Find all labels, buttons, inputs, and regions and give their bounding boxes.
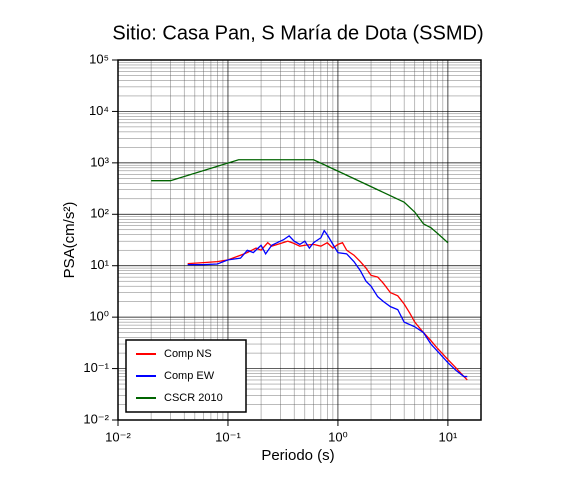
legend-label: Comp NS [164,348,212,360]
chart-title: Sitio: Casa Pan, S María de Dota (SSMD) [112,22,483,44]
y-tick-label: 10⁰ [89,309,109,324]
y-tick-label: 10⁻² [83,411,109,426]
x-tick-label: 10⁰ [328,429,348,444]
y-tick-label: 10² [90,206,109,221]
x-tick-label: 10⁻¹ [215,429,241,444]
y-axis-label: PSA(cm/s²) [61,202,78,279]
x-axis-label: Periodo (s) [261,447,334,464]
series-line [187,229,468,378]
y-tick-label: 10¹ [90,257,109,272]
legend-box [125,339,247,413]
y-tick-label: 10³ [90,154,109,169]
y-tick-label: 10⁵ [89,51,109,66]
legend-label: CSCR 2010 [164,392,223,404]
series-line [151,159,449,244]
x-tick-label: 10⁻² [105,429,131,444]
series-line [187,240,468,381]
x-tick-label: 10¹ [438,429,457,444]
legend-label: Comp EW [164,370,215,382]
y-tick-label: 10⁻¹ [83,360,109,375]
plot-frame [117,59,482,421]
y-tick-label: 10⁴ [89,103,109,118]
